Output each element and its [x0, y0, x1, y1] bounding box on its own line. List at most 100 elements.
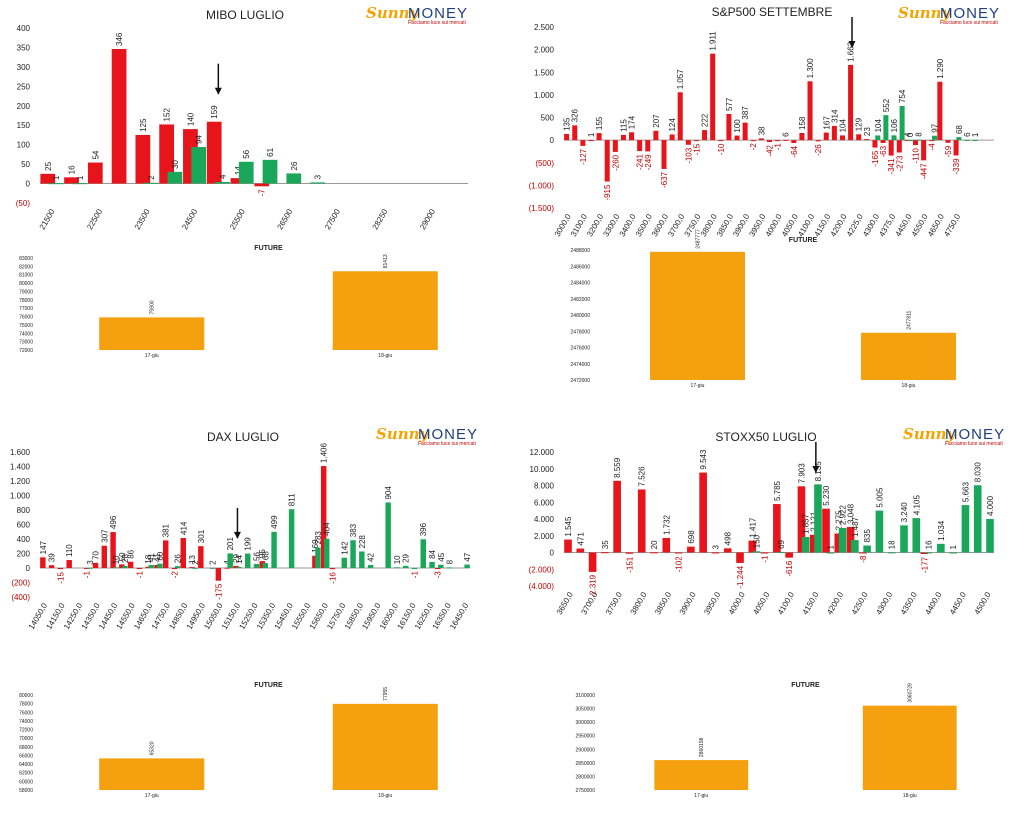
call-bar: [924, 552, 933, 554]
call-bar: [122, 565, 128, 568]
put-bar: [953, 140, 959, 156]
data-label: 698: [687, 530, 696, 544]
y-tick-label: 200: [17, 102, 31, 111]
future-y-tick-label: 2478000: [571, 329, 591, 335]
put-bar: [650, 552, 658, 554]
x-tick-label: 4400,0: [923, 590, 943, 616]
data-label: 16: [925, 540, 934, 549]
put-bar: [57, 568, 64, 570]
call-bar: [964, 139, 970, 141]
put-bar: [588, 140, 594, 142]
put-bar: [723, 548, 732, 553]
put-bar: [669, 134, 675, 141]
put-bar: [613, 480, 621, 553]
future-y-tick-label: 68000: [19, 745, 33, 751]
data-label: -2: [749, 143, 758, 151]
future-x-tick-label: 18-giu: [902, 383, 916, 389]
data-label: 125: [139, 118, 148, 132]
data-label: 115: [619, 119, 628, 132]
logo-tagline: Facciamo luce sui mercati: [940, 20, 998, 26]
put-bar: [929, 140, 935, 142]
y-tick-label: 1.500: [534, 68, 555, 77]
call-bar: [883, 115, 889, 141]
future-bar: [99, 758, 205, 790]
y-tick-label: 12.000: [530, 448, 555, 457]
future-title: FUTURE: [254, 245, 283, 252]
put-bar: [119, 564, 125, 568]
call-bar: [887, 552, 896, 554]
future-y-tick-label: 72000: [19, 348, 33, 354]
data-label: 5.785: [773, 480, 782, 501]
data-label: 159: [210, 105, 219, 119]
chart-title: STOXX50 LUGLIO: [715, 430, 816, 444]
future-value-label: 2860198: [699, 737, 705, 757]
panel-mibo: Sunny MONEY Facciamo luce sui mercati MIBO …: [0, 0, 512, 400]
data-label: 1: [52, 175, 61, 180]
y-tick-label: 100: [17, 141, 31, 150]
x-tick-label: 4500,0: [973, 590, 993, 616]
data-label: -15: [692, 143, 701, 155]
data-label: 20: [650, 540, 659, 549]
put-bar: [637, 140, 643, 152]
future-bar: [99, 317, 205, 350]
data-label: 86: [127, 549, 136, 558]
data-label: 1: [826, 544, 835, 549]
data-label: 496: [109, 515, 118, 529]
data-label: -3: [434, 571, 443, 579]
future-y-tick-label: 2472000: [571, 378, 591, 384]
data-label: 97: [931, 123, 940, 132]
put-bar: [135, 134, 151, 184]
y-tick-label: 0: [26, 564, 31, 573]
data-label: -177: [920, 556, 929, 573]
put-bar: [760, 552, 769, 554]
data-label: 60: [156, 551, 165, 560]
put-bar: [773, 504, 781, 553]
future-x-tick-label: 18-giu: [903, 793, 917, 799]
chart-title: MIBO LUGLIO: [206, 8, 284, 22]
put-bar: [823, 132, 829, 141]
data-label: 2: [147, 175, 156, 180]
put-bar: [101, 545, 108, 568]
call-bar: [907, 140, 913, 142]
data-label: 1: [971, 132, 980, 137]
data-label: 314: [830, 109, 839, 123]
data-label: -260: [611, 154, 620, 171]
x-tick-label: 22500: [85, 207, 104, 231]
data-label: 754: [898, 89, 907, 103]
data-label: 158: [798, 116, 807, 130]
put-bar: [831, 125, 837, 141]
call-bar: [271, 531, 277, 568]
y-tick-label: 1.400: [10, 463, 31, 472]
y-tick-label: 350: [17, 43, 31, 52]
put-bar: [718, 140, 724, 142]
future-y-tick-label: 75000: [19, 323, 33, 329]
put-bar: [92, 562, 99, 568]
future-y-tick-label: 3050000: [576, 707, 596, 713]
data-label: 41: [153, 553, 162, 562]
call-bar: [236, 566, 242, 568]
data-label: 1.911: [709, 31, 718, 51]
future-y-tick-label: 66000: [19, 753, 33, 759]
put-bar: [206, 121, 222, 184]
y-tick-label: (2.000): [529, 565, 555, 574]
y-tick-label: 50: [21, 160, 30, 169]
call-bar: [48, 183, 64, 185]
y-tick-label: 0: [550, 136, 555, 145]
data-label: 70: [92, 550, 101, 559]
put-bar: [48, 565, 55, 568]
put-bar: [797, 486, 806, 553]
logo-brand-a: Sunny: [903, 425, 957, 443]
future-y-tick-label: 80000: [19, 281, 33, 287]
data-label: 1.290: [936, 58, 945, 79]
x-tick-label: 4300,0: [874, 590, 894, 616]
put-bar: [766, 140, 772, 143]
panel-dax: Sunny MONEY Facciamo luce sui mercati DAX L…: [0, 410, 512, 813]
call-bar: [385, 502, 391, 568]
put-bar: [564, 134, 570, 141]
future-x-tick-label: 17-giu: [691, 383, 705, 389]
data-label: 4: [903, 132, 912, 137]
data-label: 346: [115, 32, 124, 46]
put-bar: [154, 565, 160, 568]
future-y-tick-label: 2482000: [571, 297, 591, 303]
put-bar: [896, 140, 902, 153]
